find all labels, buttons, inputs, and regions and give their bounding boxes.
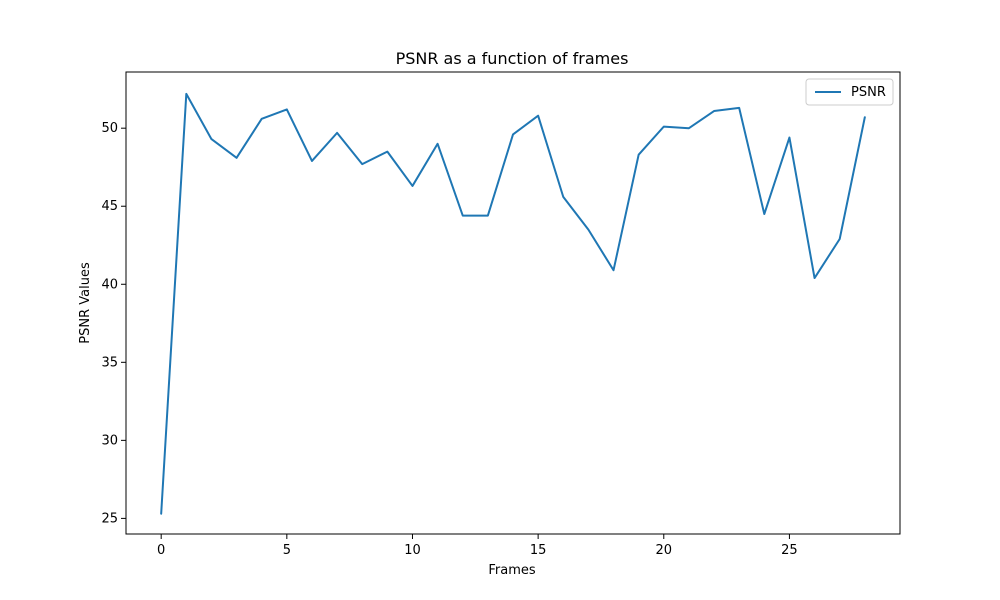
x-tick-label: 5 [283,543,291,558]
x-tick-label: 25 [781,543,798,558]
y-tick-label: 35 [101,355,118,370]
y-tick-label: 40 [101,277,118,292]
x-tick-label: 10 [404,543,421,558]
legend-box [805,78,894,106]
y-tick-label: 45 [101,199,118,214]
plot-frame [125,71,901,535]
legend: PSNR [805,78,894,106]
chart-title: PSNR as a function of frames [396,49,629,68]
plot-area [125,71,901,535]
x-tick-label: 0 [157,543,165,558]
y-axis-title: PSNR Values [78,262,93,344]
x-axis-ticks: 0 5 10 15 20 25 [157,534,798,558]
y-tick-label: 50 [101,121,118,136]
y-tick-label: 25 [101,511,118,526]
y-tick-label: 30 [101,433,118,448]
y-axis-ticks: 25 30 35 40 45 50 [101,121,126,526]
series-layer [160,92,866,515]
legend-label: PSNR [851,85,886,100]
x-tick-label: 20 [656,543,673,558]
x-axis-title: Frames [488,563,536,578]
title-layer: PSNR as a function of frames Frames PSNR… [78,49,628,578]
x-tick-label: 15 [530,543,547,558]
